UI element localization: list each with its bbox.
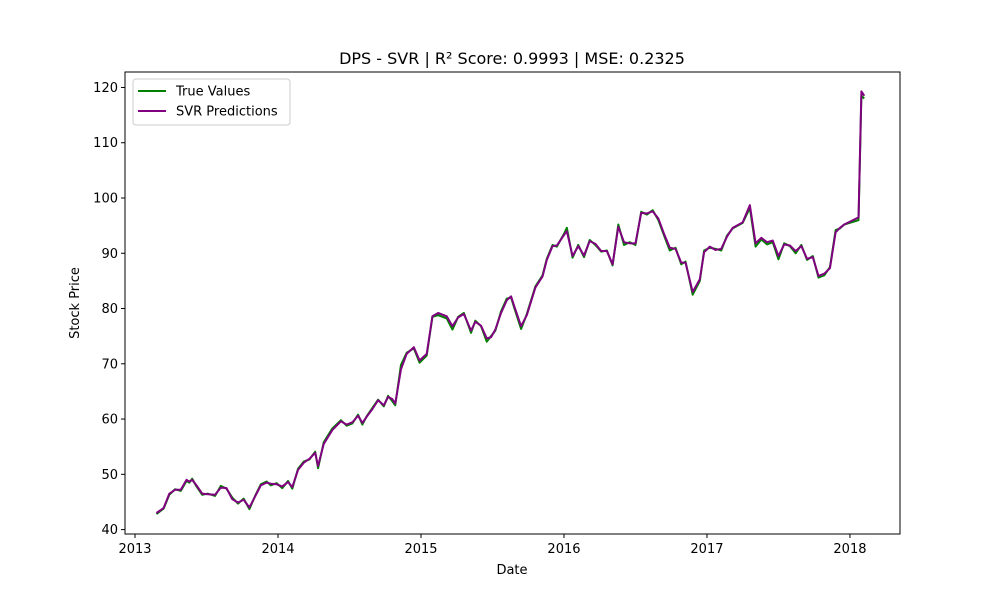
legend-box (132, 78, 291, 126)
y-tick-label: 40 (101, 523, 118, 538)
x-tick-label: 2016 (547, 542, 580, 557)
y-tick-label: 120 (93, 81, 118, 96)
x-axis-label: Date (496, 563, 527, 578)
legend-label-svr-predictions: SVR Predictions (176, 105, 278, 120)
y-axis-label: Stock Price (68, 267, 83, 339)
series-line-svr-predictions (155, 90, 866, 514)
chart-title: DPS - SVR | R² Score: 0.9993 | MSE: 0.23… (339, 49, 685, 68)
y-tick-label: 110 (93, 136, 118, 151)
y-tick-label: 100 (93, 192, 118, 207)
y-tick-label: 80 (101, 302, 118, 317)
y-tick-label: 60 (101, 413, 118, 428)
y-tick-label: 90 (101, 247, 118, 262)
x-tick-label: 2013 (118, 542, 151, 557)
x-tick-label: 2017 (690, 542, 723, 557)
series-layer (155, 90, 866, 515)
legend-label-true-values: True Values (175, 85, 250, 100)
x-tick-label: 2015 (404, 542, 437, 557)
y-tick-label: 50 (101, 468, 118, 483)
ticks-layer: 2013 2014 2015 2016 2017 2018 40 50 60 70 80 90 100 1… (93, 81, 866, 557)
plot-area-frame (124, 71, 901, 535)
x-tick-label: 2018 (833, 542, 866, 557)
y-tick-label: 70 (101, 357, 118, 372)
legend: True Values SVR Predictions (132, 78, 291, 126)
x-tick-label: 2014 (261, 542, 294, 557)
